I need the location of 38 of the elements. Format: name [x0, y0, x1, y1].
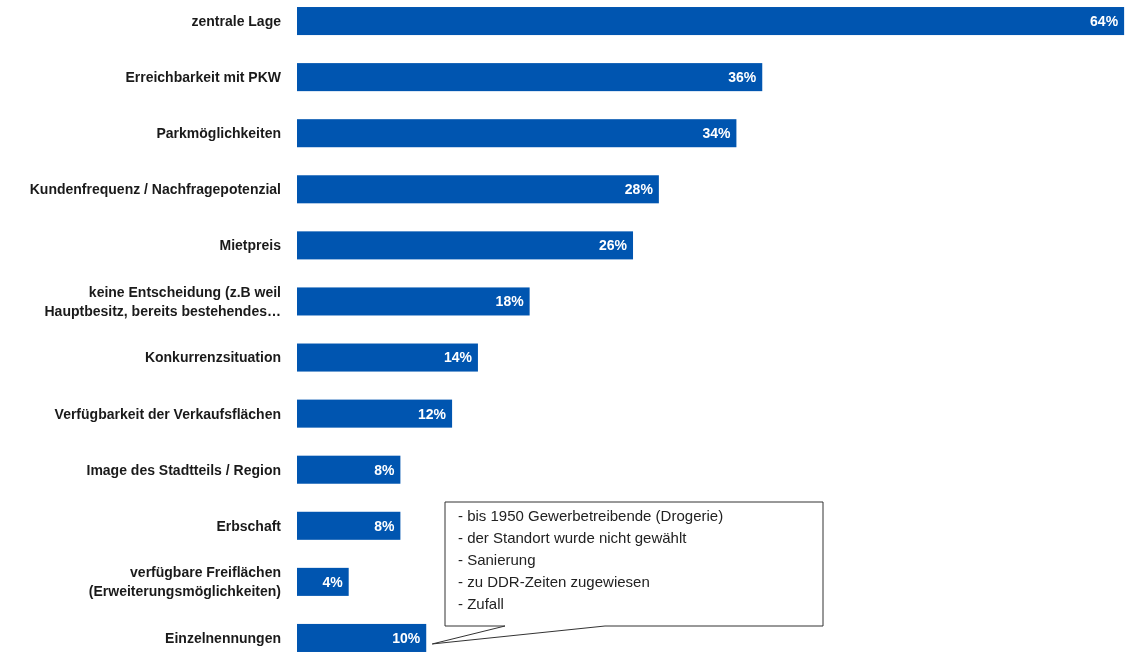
bar: [297, 63, 763, 92]
y-tick-label: verfügbare Freiflächen (Erweiterungsmöglichkeiten): [88, 564, 281, 600]
y-tick-label: Kundenfrequenz / Nachfragepotenzial: [29, 181, 281, 198]
data-label: 4%: [322, 573, 344, 590]
data-label: 26%: [598, 237, 628, 254]
y-tick-label: Einzelnennungen: [165, 629, 281, 646]
y-tick-label: keine Entscheidung (z.B weil Hauptbesitz, bereits bestehendes…: [44, 283, 281, 319]
bar: [297, 7, 1125, 36]
data-label: 10%: [392, 629, 421, 646]
data-label: 64%: [1090, 12, 1119, 29]
data-label: 8%: [374, 517, 395, 534]
bar: [297, 231, 634, 260]
bar: [297, 511, 401, 540]
y-tick-label: Erreichbarkeit mit PKW: [125, 69, 282, 86]
data-label: 8%: [374, 461, 395, 478]
data-label: 28%: [624, 181, 654, 198]
data-label: 34%: [702, 125, 731, 142]
y-tick-label: Image des Stadtteils / Region: [86, 461, 281, 478]
bar: [297, 567, 349, 596]
annotation: - bis 1950 Gewerbetreibende (Drogerie) - der Standort wurde nicht gewählt - Sanierung - zu DDR-Zeiten zugewiesen - Zufall: [458, 507, 724, 612]
data-label: 14%: [443, 349, 473, 366]
data-label: 12%: [418, 405, 447, 422]
y-tick-label: Parkmöglichkeiten: [156, 125, 281, 142]
data-label: 36%: [728, 69, 757, 86]
bar: [297, 175, 659, 204]
data-label: 18%: [495, 293, 525, 310]
bar: [297, 343, 478, 372]
y-tick-label: zentrale Lage: [191, 12, 282, 29]
y-tick-label: Mietpreis: [219, 237, 282, 254]
bar: [297, 287, 530, 316]
y-tick-label: Konkurrenzsituation: [144, 349, 281, 366]
bar: [297, 119, 737, 148]
y-tick-label: Verfügbarkeit der Verkaufsflächen: [54, 405, 281, 422]
bar: [297, 399, 453, 428]
bar: [297, 455, 401, 484]
callout-box: - bis 1950 Gewerbetreibende (Drogerie) - der Standort wurde nicht gewählt - Sanierung - zu DDR-Zeiten zugewiesen - Zufall: [431, 501, 824, 645]
bar: [297, 623, 427, 652]
y-tick-label: Erbschaft: [216, 517, 282, 534]
